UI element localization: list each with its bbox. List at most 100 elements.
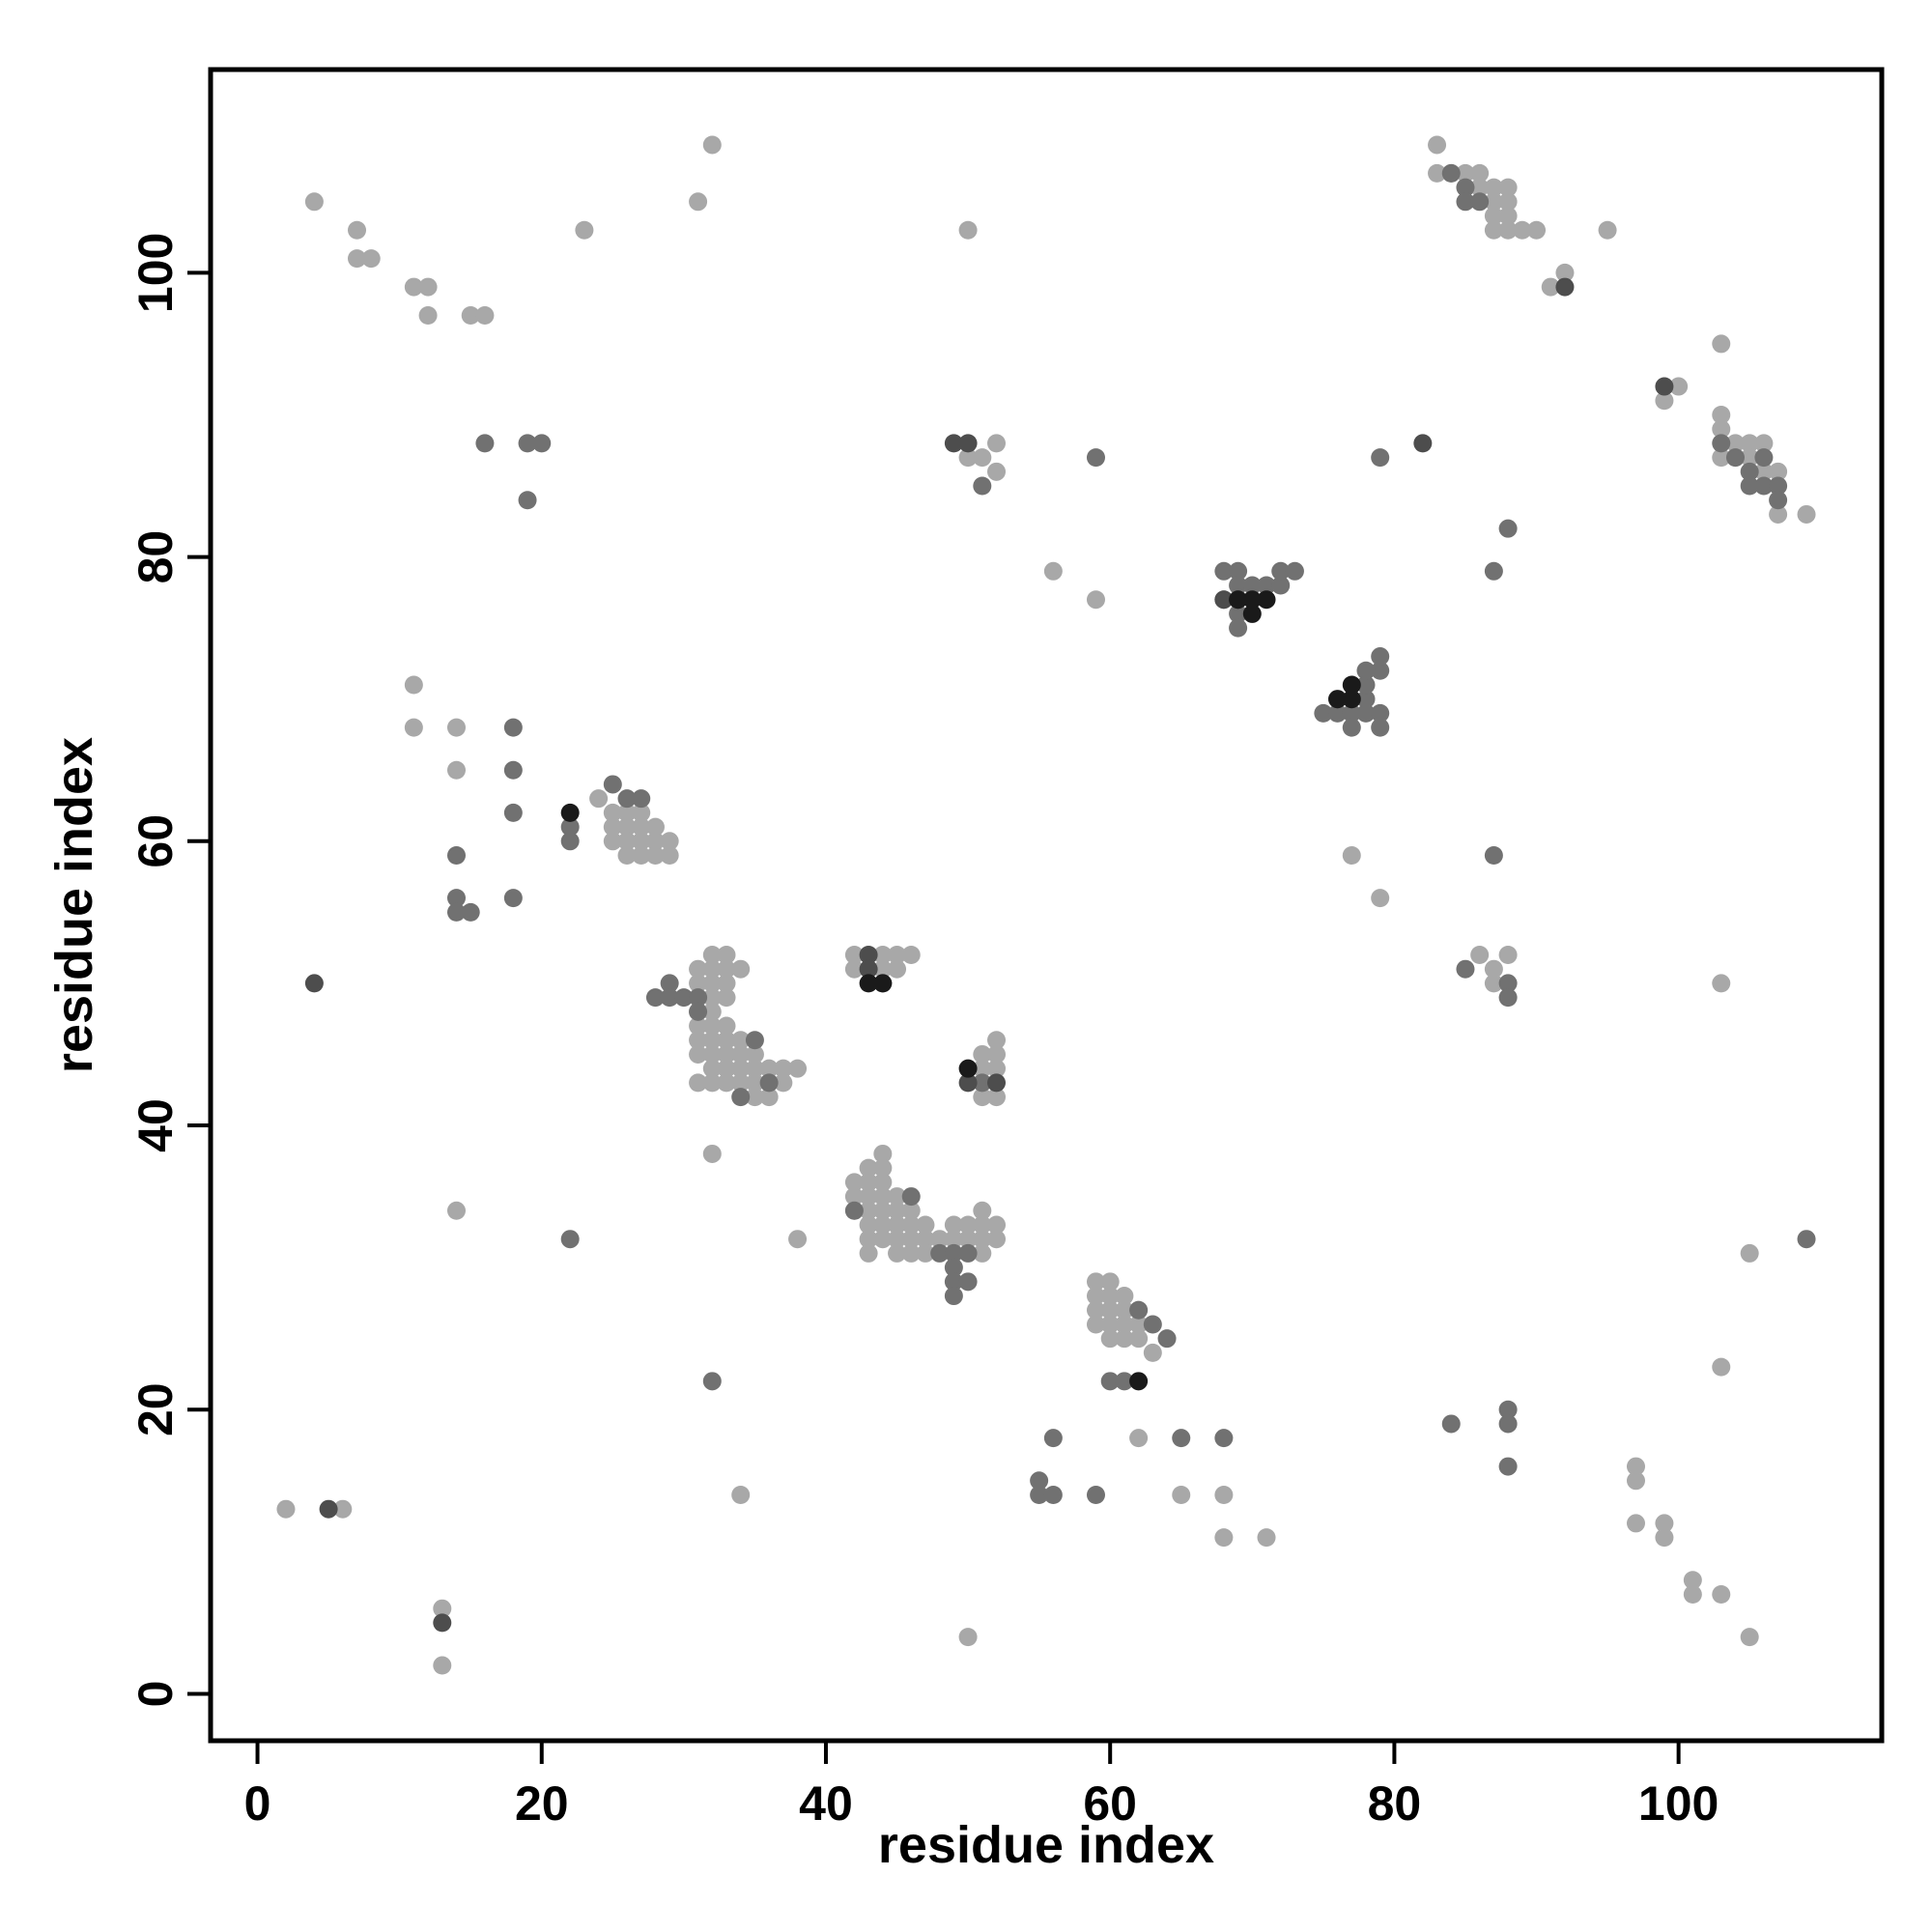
data-point — [973, 1215, 992, 1235]
data-point — [433, 1613, 452, 1633]
data-point — [446, 718, 466, 737]
data-point — [1342, 846, 1361, 866]
data-point — [702, 1059, 722, 1078]
data-point — [446, 760, 466, 780]
data-point — [1470, 945, 1490, 964]
data-point — [944, 1287, 963, 1306]
data-point — [1740, 1243, 1759, 1263]
data-point — [873, 1187, 893, 1207]
data-point — [973, 1230, 992, 1249]
data-point — [973, 476, 992, 496]
data-point — [1371, 661, 1390, 680]
y-tick-label: 60 — [128, 814, 183, 868]
data-point — [689, 1044, 708, 1064]
data-point — [1342, 690, 1361, 709]
data-point — [645, 832, 665, 851]
data-point — [1669, 377, 1689, 396]
data-point — [1712, 334, 1731, 354]
data-point — [418, 305, 438, 325]
data-point — [1484, 178, 1503, 197]
data-point — [404, 675, 423, 695]
data-point — [901, 1201, 921, 1220]
data-point — [617, 789, 637, 809]
data-point — [348, 220, 367, 240]
data-point — [1527, 220, 1547, 240]
data-point — [1541, 277, 1560, 297]
data-point — [575, 220, 594, 240]
data-point — [617, 817, 637, 837]
data-point — [660, 846, 679, 866]
data-point — [1655, 391, 1674, 411]
data-point — [1712, 1584, 1731, 1604]
data-point — [888, 1230, 907, 1249]
data-point — [446, 1201, 466, 1220]
data-point — [702, 1372, 722, 1391]
data-point — [1441, 163, 1461, 183]
data-point — [888, 1215, 907, 1235]
data-point — [446, 846, 466, 866]
data-point — [745, 1073, 764, 1093]
x-tick-label: 40 — [799, 1776, 853, 1831]
points-layer — [276, 135, 1816, 1675]
data-point — [717, 1073, 736, 1093]
data-point — [987, 1088, 1007, 1107]
data-point — [702, 1002, 722, 1021]
data-point — [1115, 1287, 1134, 1306]
data-point — [1371, 647, 1390, 667]
data-point — [1100, 1372, 1120, 1391]
data-point — [1655, 1528, 1674, 1548]
data-point — [731, 1088, 751, 1107]
data-point — [1214, 1486, 1234, 1505]
data-point — [844, 959, 864, 979]
data-point — [1484, 846, 1503, 866]
data-point — [1484, 192, 1503, 212]
data-point — [1683, 1584, 1702, 1604]
data-point — [1740, 448, 1759, 468]
data-point — [987, 1031, 1007, 1050]
data-point — [717, 1059, 736, 1078]
data-point — [987, 1059, 1007, 1078]
data-point — [1030, 1471, 1049, 1491]
data-point — [759, 1059, 779, 1078]
data-point — [1470, 163, 1490, 183]
y-axis: 0 20 40 60 80 100 — [128, 233, 211, 1707]
data-point — [1342, 718, 1361, 737]
y-tick-label: 20 — [128, 1382, 183, 1436]
data-point — [603, 775, 622, 794]
data-point — [844, 945, 864, 964]
data-point — [632, 846, 651, 866]
data-point — [873, 1144, 893, 1163]
data-point — [702, 135, 722, 155]
data-point — [1655, 1514, 1674, 1533]
data-point — [1214, 590, 1234, 610]
data-point — [987, 1044, 1007, 1064]
data-point — [745, 1088, 764, 1107]
data-point — [1271, 561, 1291, 581]
data-point — [717, 959, 736, 979]
data-point — [859, 1158, 878, 1178]
data-point — [1484, 561, 1503, 581]
data-point — [916, 1215, 935, 1235]
data-point — [958, 1073, 978, 1093]
data-point — [1356, 703, 1376, 723]
data-point — [1371, 448, 1390, 468]
data-point — [1456, 192, 1475, 212]
data-point — [645, 846, 665, 866]
data-point — [1712, 405, 1731, 424]
data-point — [689, 1016, 708, 1036]
data-point — [973, 1073, 992, 1093]
data-point — [319, 1499, 338, 1519]
data-point — [859, 1243, 878, 1263]
data-point — [731, 1044, 751, 1064]
data-point — [1456, 163, 1475, 183]
data-point — [1371, 703, 1390, 723]
data-point — [958, 448, 978, 468]
data-point — [1712, 434, 1731, 453]
data-point — [1725, 434, 1745, 453]
data-point — [560, 803, 580, 822]
data-point — [930, 1230, 950, 1249]
data-point — [930, 1243, 950, 1263]
data-point — [1100, 1315, 1120, 1334]
data-point — [1356, 690, 1376, 709]
data-point — [1271, 576, 1291, 595]
